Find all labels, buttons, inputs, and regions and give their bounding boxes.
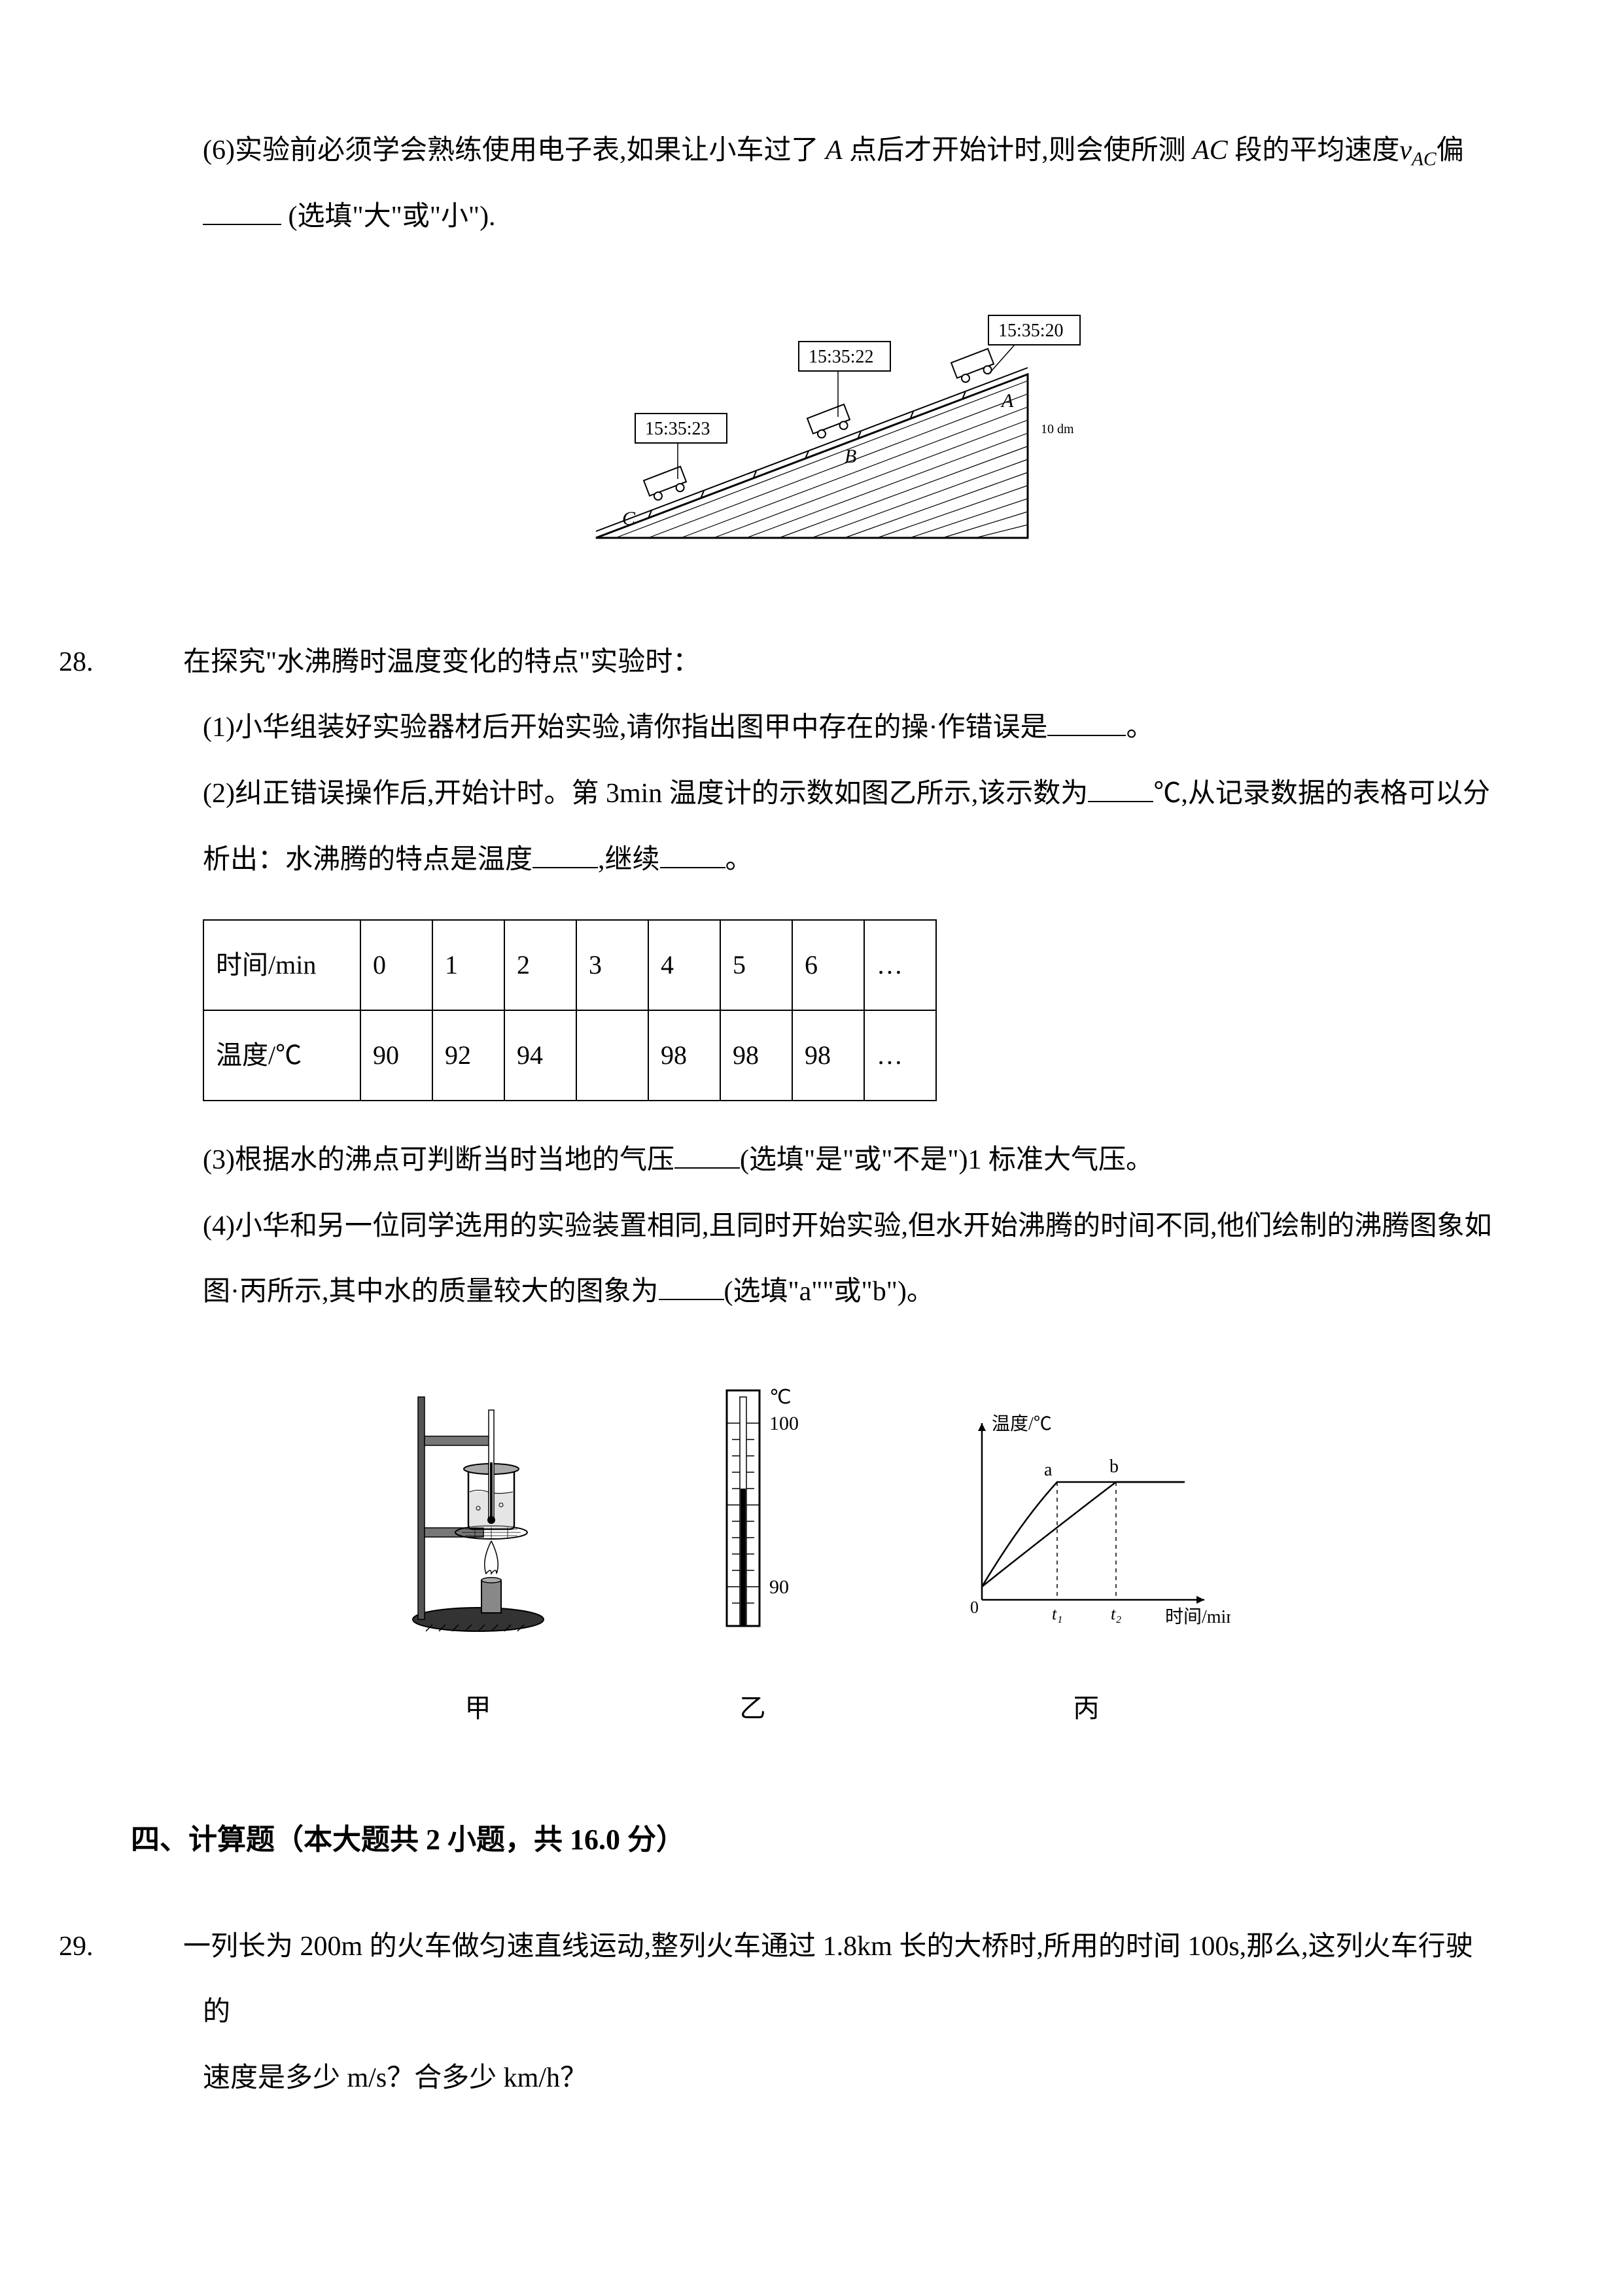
q28-p3a: (3)根据水的沸点可判断当时当地的气压 [203, 1145, 674, 1175]
ramp-figure: A B C 15:35:20 15:35:22 [131, 289, 1492, 577]
table-cell: 92 [432, 1010, 504, 1101]
table-header-time: 时间/min [203, 920, 360, 1010]
table-cell: 3 [576, 920, 648, 1010]
table-cell: 2 [504, 920, 576, 1010]
time-header-text: 时间/min [216, 950, 316, 980]
q28-p2a: (2)纠正错误操作后,开始计时。第 3min 温度计的示数如图乙所示,该示数为 [203, 779, 1088, 809]
table-cell: 4 [648, 920, 720, 1010]
q27-6-line1: (6)实验前必须学会熟练使用电子表,如果让小车过了 A 点后才开始计时,则会使所… [203, 118, 1492, 184]
q29-number: 29. [131, 1914, 183, 1980]
chart-t1: t₁ [1052, 1604, 1062, 1623]
figure-bing: 温度/℃ 时间/min 0 a b t₁ t₂ 丙 [943, 1404, 1230, 1740]
point-A: A [826, 135, 843, 166]
boiling-chart-svg: 温度/℃ 时间/min 0 a b t₁ t₂ [943, 1404, 1230, 1639]
figure-jia: 甲 [393, 1377, 563, 1740]
table-cell: 98 [648, 1010, 720, 1101]
blank-28-2a [1088, 775, 1153, 802]
segment-AC: AC [1193, 135, 1228, 166]
q28-p4b: 图·丙所示,其中水的质量较大的图象为 [203, 1277, 659, 1307]
q28-p4c: (选填"a""或"b")。 [724, 1277, 934, 1307]
q28-p2d: ,继续 [598, 845, 660, 875]
chart-t2: t₂ [1111, 1604, 1121, 1623]
table-cell: 98 [792, 1010, 864, 1101]
q27-6-text1: (6)实验前必须学会熟练使用电子表,如果让小车过了 [203, 135, 818, 166]
chart-line-b: b [1109, 1457, 1119, 1477]
ramp-label-C: C [622, 508, 636, 529]
blank-28-3 [674, 1141, 740, 1169]
q28-p1-end: 。 [1126, 713, 1153, 743]
blank-28-2b [532, 841, 598, 868]
q28-p2e: 。 [725, 845, 753, 875]
q29-line1: 29.一列长为 200m 的火车做匀速直线运动,整列火车通过 1.8km 长的大… [203, 1914, 1492, 2046]
q27-6-text5: (选填"大"或"小"). [288, 202, 496, 232]
table-cell: … [864, 1010, 936, 1101]
table-cell: 1 [432, 920, 504, 1010]
chart-origin: 0 [970, 1598, 979, 1617]
chart-xlabel: 时间/min [1165, 1606, 1230, 1627]
label-yi: 乙 [694, 1677, 812, 1740]
v-subscript: AC [1412, 149, 1437, 169]
scale-unit: 10 dm [1041, 422, 1074, 436]
thermo-unit: ℃ [769, 1386, 792, 1408]
boiling-data-table: 时间/min 0 1 2 3 4 5 6 … 温度/℃ 90 92 94 98 … [203, 919, 937, 1101]
table-cell: … [864, 920, 936, 1010]
q28-number: 28. [131, 629, 183, 696]
q28-part2: (2)纠正错误操作后,开始计时。第 3min 温度计的示数如图乙所示,该示数为 ℃… [203, 761, 1492, 827]
q28-part1: (1)小华组装好实验器材后开始实验,请你指出图甲中存在的操·作错误是 。 [203, 695, 1492, 761]
q29-text-a: 一列长为 200m 的火车做匀速直线运动,整列火车通过 1.8km 长的大桥时,… [183, 1932, 1473, 2028]
label-jia: 甲 [393, 1677, 563, 1740]
question-29: 29.一列长为 200m 的火车做匀速直线运动,整列火车通过 1.8km 长的大… [131, 1914, 1492, 2111]
blank-28-2c [660, 841, 725, 868]
q28-part2-line2: 析出：水沸腾的特点是温度 ,继续 。 [203, 827, 1492, 893]
blank-28-4 [659, 1273, 724, 1300]
thermo-100: 100 [769, 1413, 799, 1434]
q28-intro-text: 在探究"水沸腾时温度变化的特点"实验时： [183, 647, 700, 677]
q28-p2c: 析出：水沸腾的特点是温度 [203, 845, 532, 875]
chart-line-a: a [1044, 1460, 1053, 1480]
time-C: 15:35:23 [645, 419, 710, 439]
q27-6-line2: (选填"大"或"小"). [203, 184, 1492, 250]
q28-p2b: ℃,从记录数据的表格可以分 [1153, 779, 1490, 809]
table-cell: 0 [360, 920, 432, 1010]
q28-p4a: (4)小华和另一位同学选用的实验装置相同,且同时开始实验,但水开始沸腾的时间不同… [203, 1211, 1492, 1241]
q29-text-b: 速度是多少 m/s？合多少 km/h？ [203, 2063, 587, 2093]
v-symbol: v [1399, 135, 1412, 166]
apparatus-svg [393, 1377, 563, 1639]
ramp-svg: A B C 15:35:20 15:35:22 [517, 289, 1106, 577]
section-4-header: 四、计算题（本大题共 2 小题，共 16.0 分） [131, 1805, 1492, 1875]
table-cell [576, 1010, 648, 1101]
q28-p3b: (选填"是"或"不是")1 标准大气压。 [740, 1145, 1153, 1175]
q27-6-text2: 点后才开始计时,则会使所测 [849, 135, 1186, 166]
q28-p1-text: (1)小华组装好实验器材后开始实验,请你指出图甲中存在的操·作错误是 [203, 713, 1047, 743]
q28-part4: (4)小华和另一位同学选用的实验装置相同,且同时开始实验,但水开始沸腾的时间不同… [203, 1193, 1492, 1260]
q27-6-text3: 段的平均速度 [1234, 135, 1399, 166]
q28-intro: 28.在探究"水沸腾时温度变化的特点"实验时： [203, 629, 1492, 696]
table-row-time: 时间/min 0 1 2 3 4 5 6 … [203, 920, 936, 1010]
blank-27-6 [203, 198, 281, 225]
table-cell: 90 [360, 1010, 432, 1101]
thermo-90: 90 [769, 1576, 789, 1598]
table-header-temp: 温度/℃ [203, 1010, 360, 1101]
time-A: 15:35:20 [998, 321, 1064, 341]
ramp-label-A: A [1000, 390, 1014, 412]
q29-line2: 速度是多少 m/s？合多少 km/h？ [203, 2045, 1492, 2111]
time-B: 15:35:22 [809, 347, 874, 367]
chart-ylabel: 温度/℃ [992, 1413, 1052, 1434]
table-cell: 5 [720, 920, 792, 1010]
ramp-label-B: B [845, 446, 856, 467]
q27-6-text4: 偏 [1437, 135, 1464, 166]
thermometer-svg: ℃ 100 90 [694, 1377, 812, 1639]
q28-part4-line2: 图·丙所示,其中水的质量较大的图象为 (选填"a""或"b")。 [203, 1259, 1492, 1325]
table-row-temp: 温度/℃ 90 92 94 98 98 98 … [203, 1010, 936, 1101]
table-cell: 98 [720, 1010, 792, 1101]
table-cell: 94 [504, 1010, 576, 1101]
blank-28-1 [1047, 709, 1126, 736]
question-27-6: (6)实验前必须学会熟练使用电子表,如果让小车过了 A 点后才开始计时,则会使所… [131, 118, 1492, 577]
question-28: 28.在探究"水沸腾时温度变化的特点"实验时： (1)小华组装好实验器材后开始实… [131, 629, 1492, 1740]
q28-part3: (3)根据水的沸点可判断当时当地的气压 (选填"是"或"不是")1 标准大气压。 [203, 1127, 1492, 1193]
label-bing: 丙 [943, 1677, 1230, 1740]
q28-figures: 甲 [131, 1377, 1492, 1740]
table-cell: 6 [792, 920, 864, 1010]
figure-yi: ℃ 100 90 乙 [694, 1377, 812, 1740]
